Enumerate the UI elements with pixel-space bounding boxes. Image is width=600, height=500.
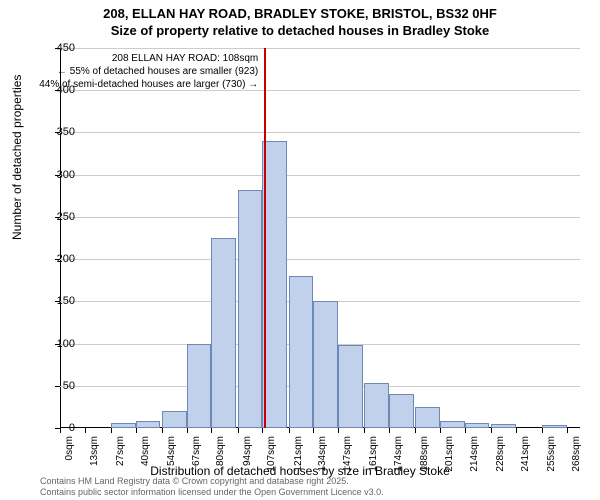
property-annotation: 208 ELLAN HAY ROAD: 108sqm ← 55% of detac… <box>39 52 258 91</box>
y-tick-label: 150 <box>45 295 75 307</box>
histogram-bar <box>542 425 567 428</box>
histogram-bar <box>211 238 236 428</box>
property-marker-line <box>264 48 266 428</box>
y-axis-label: Number of detached properties <box>10 75 24 240</box>
x-tick-mark <box>111 428 112 433</box>
plot-area <box>60 48 580 428</box>
grid-line <box>60 175 580 176</box>
x-tick-mark <box>516 428 517 433</box>
histogram-bar <box>440 421 465 428</box>
y-tick-label: 200 <box>45 253 75 265</box>
x-tick-label: 147sqm <box>342 436 353 472</box>
x-tick-label: 94sqm <box>242 436 253 466</box>
x-tick-label: 201sqm <box>444 436 455 472</box>
annotation-line1: 208 ELLAN HAY ROAD: 108sqm <box>112 53 258 64</box>
y-tick-label: 250 <box>45 211 75 223</box>
x-tick-mark <box>364 428 365 433</box>
x-tick-label: 214sqm <box>469 436 480 472</box>
y-tick-label: 100 <box>45 338 75 350</box>
x-tick-mark <box>415 428 416 433</box>
histogram-bar <box>491 424 516 428</box>
chart-title: 208, ELLAN HAY ROAD, BRADLEY STOKE, BRIS… <box>0 0 600 40</box>
histogram-bar <box>465 423 490 428</box>
x-tick-mark <box>542 428 543 433</box>
x-tick-mark <box>313 428 314 433</box>
x-tick-label: 121sqm <box>293 436 304 472</box>
histogram-bar <box>415 407 440 428</box>
x-tick-label: 188sqm <box>419 436 430 472</box>
histogram-bar <box>364 383 389 428</box>
x-tick-mark <box>567 428 568 433</box>
x-tick-mark <box>136 428 137 433</box>
histogram-bar <box>111 423 136 428</box>
x-tick-label: 67sqm <box>191 436 202 466</box>
x-tick-mark <box>338 428 339 433</box>
title-line2: Size of property relative to detached ho… <box>111 23 490 38</box>
y-axis-line <box>60 48 61 428</box>
x-tick-label: 174sqm <box>393 436 404 472</box>
footer-line2: Contains public sector information licen… <box>40 487 384 497</box>
x-tick-mark <box>440 428 441 433</box>
x-tick-label: 228sqm <box>495 436 506 472</box>
x-tick-mark <box>465 428 466 433</box>
x-tick-mark <box>238 428 239 433</box>
footer-attribution: Contains HM Land Registry data © Crown c… <box>40 476 384 498</box>
x-tick-label: 40sqm <box>140 436 151 466</box>
grid-line <box>60 48 580 49</box>
annotation-line2: ← 55% of detached houses are smaller (92… <box>57 66 258 77</box>
histogram-bar <box>338 345 363 428</box>
histogram-bar <box>389 394 414 428</box>
x-tick-mark <box>289 428 290 433</box>
x-tick-label: 134sqm <box>317 436 328 472</box>
x-tick-label: 268sqm <box>571 436 582 472</box>
grid-line <box>60 259 580 260</box>
chart-container: 208, ELLAN HAY ROAD, BRADLEY STOKE, BRIS… <box>0 0 600 500</box>
y-tick-label: 50 <box>45 380 75 392</box>
x-tick-mark <box>389 428 390 433</box>
y-tick-label: 300 <box>45 169 75 181</box>
annotation-line3: 44% of semi-detached houses are larger (… <box>39 79 258 90</box>
footer-line1: Contains HM Land Registry data © Crown c… <box>40 476 349 486</box>
histogram-bar <box>136 421 161 428</box>
x-tick-mark <box>491 428 492 433</box>
histogram-bar <box>162 411 187 428</box>
histogram-bar <box>238 190 263 428</box>
x-tick-mark <box>211 428 212 433</box>
y-tick-label: 350 <box>45 126 75 138</box>
x-tick-mark <box>162 428 163 433</box>
grid-line <box>60 217 580 218</box>
x-tick-label: 27sqm <box>115 436 126 466</box>
x-tick-mark <box>85 428 86 433</box>
title-line1: 208, ELLAN HAY ROAD, BRADLEY STOKE, BRIS… <box>103 6 497 21</box>
histogram-bar <box>289 276 314 428</box>
y-tick-label: 0 <box>45 422 75 434</box>
x-tick-label: 80sqm <box>215 436 226 466</box>
x-tick-label: 241sqm <box>520 436 531 472</box>
x-tick-mark <box>262 428 263 433</box>
grid-line <box>60 132 580 133</box>
x-tick-label: 161sqm <box>368 436 379 472</box>
histogram-bar <box>313 301 338 428</box>
x-tick-label: 0sqm <box>64 436 75 460</box>
x-tick-label: 54sqm <box>166 436 177 466</box>
x-tick-label: 13sqm <box>89 436 100 466</box>
x-tick-label: 255sqm <box>546 436 557 472</box>
x-tick-mark <box>187 428 188 433</box>
histogram-bar <box>187 344 212 428</box>
x-tick-label: 107sqm <box>266 436 277 472</box>
